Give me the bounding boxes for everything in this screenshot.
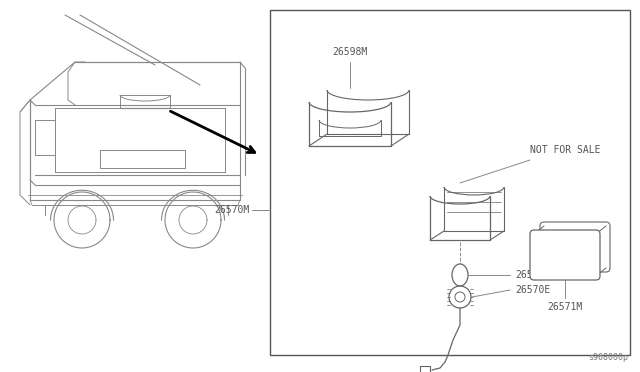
Text: 26570E: 26570E bbox=[515, 285, 550, 295]
Text: 26570B: 26570B bbox=[515, 270, 550, 280]
Text: 26598M: 26598M bbox=[332, 47, 367, 57]
Bar bbox=[270, 10, 630, 355]
Text: 26571M: 26571M bbox=[547, 302, 582, 312]
FancyBboxPatch shape bbox=[530, 230, 600, 280]
Text: 26570M: 26570M bbox=[215, 205, 250, 215]
Ellipse shape bbox=[452, 264, 468, 286]
Text: s968000p: s968000p bbox=[588, 353, 628, 362]
Text: NOT FOR SALE: NOT FOR SALE bbox=[530, 145, 600, 155]
